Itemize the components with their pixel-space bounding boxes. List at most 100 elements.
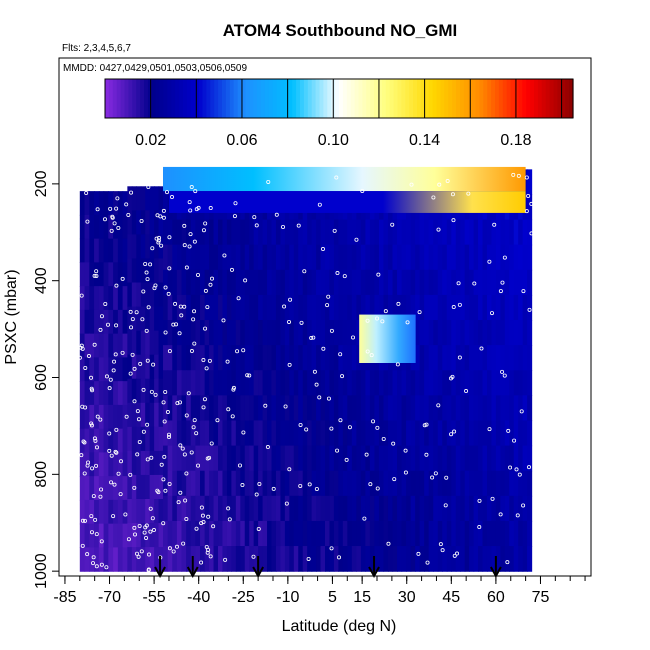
heatmap-cell	[136, 210, 142, 235]
observation-point	[137, 523, 142, 528]
heatmap-cell	[369, 445, 376, 472]
heatmap-cell	[149, 450, 155, 476]
heatmap-cell	[460, 244, 466, 271]
heatmap-cell	[397, 520, 403, 547]
observation-point	[314, 487, 319, 492]
heatmap-cell	[275, 219, 282, 246]
observation-point	[241, 348, 246, 353]
heatmap-cell	[280, 219, 286, 246]
heatmap-cell	[446, 244, 452, 271]
heatmap-cell	[495, 269, 501, 296]
heatmap-cell	[200, 320, 206, 346]
heatmap-cell	[89, 238, 95, 263]
heatmap-cell	[84, 404, 90, 430]
heatmap-cell	[127, 523, 133, 548]
colorbar-swatch	[319, 79, 324, 118]
colorbar	[104, 78, 574, 119]
heatmap-cell	[451, 320, 457, 346]
heatmap-cell	[284, 546, 290, 572]
heatmap-cell	[509, 546, 515, 572]
heatmap-cell	[401, 420, 407, 447]
heatmap-cell	[154, 450, 160, 476]
colorbar-swatch	[342, 79, 348, 118]
heatmap-cell	[316, 470, 322, 497]
heatmap-cell	[486, 244, 493, 271]
heatmap-cell	[127, 210, 133, 235]
observation-point	[245, 373, 250, 378]
observation-point	[243, 278, 248, 283]
heatmap-cell	[329, 445, 335, 472]
heatmap-cell	[464, 495, 470, 522]
heatmap-cell	[218, 345, 224, 371]
heatmap-cell	[302, 420, 308, 447]
observation-point	[403, 448, 408, 453]
colorbar-swatch	[545, 79, 551, 118]
observation-point	[230, 414, 235, 419]
observation-point	[306, 556, 311, 561]
heatmap-cell	[195, 269, 201, 296]
heatmap-cell	[383, 395, 389, 422]
heatmap-cell	[204, 294, 210, 321]
heatmap-cell	[154, 426, 160, 452]
colorbar-swatch	[280, 79, 285, 118]
heatmap-cell	[486, 345, 493, 371]
heatmap-cell	[342, 294, 348, 321]
heatmap-cell	[365, 370, 371, 396]
heatmap-cell	[127, 450, 133, 476]
heatmap-cell	[235, 420, 241, 447]
heatmap-cell	[401, 445, 407, 472]
observation-point	[195, 273, 200, 278]
heatmap-cell	[258, 546, 264, 572]
observation-point	[430, 475, 435, 480]
heatmap-cell	[240, 420, 246, 447]
colorbar-swatch	[362, 79, 367, 118]
heatmap-cell	[200, 445, 206, 472]
observation-point	[236, 296, 241, 301]
heatmap-cell	[176, 470, 183, 497]
heatmap-cell	[271, 294, 277, 321]
heatmap-cell	[495, 219, 501, 246]
observation-point	[456, 281, 461, 286]
heatmap-cell	[127, 354, 133, 380]
heatmap-cell	[172, 546, 178, 572]
heatmap-cell	[213, 495, 219, 522]
heatmap-cell	[167, 470, 173, 497]
heatmap-cell	[500, 345, 506, 371]
heatmap-cell	[369, 520, 376, 547]
heatmap-cell	[446, 320, 452, 346]
colorbar-swatch	[237, 79, 243, 118]
heatmap-cell	[117, 262, 124, 287]
heatmap-cell	[356, 420, 362, 447]
heatmap-cell	[333, 546, 339, 572]
heatmap-cell	[486, 546, 493, 572]
heatmap-cell	[218, 244, 224, 271]
heatmap-cell	[209, 219, 215, 246]
heatmap-cell	[284, 445, 290, 472]
heatmap-cell	[513, 470, 519, 497]
heatmap-cell	[378, 445, 385, 472]
observation-point	[183, 498, 188, 503]
observation-point	[114, 206, 119, 211]
heatmap-cell	[200, 294, 206, 321]
heatmap-cell	[195, 520, 201, 547]
heatmap-cell	[455, 294, 461, 321]
observation-point	[440, 548, 445, 553]
heatmap-cell	[401, 219, 407, 246]
heatmap-cell	[356, 345, 362, 371]
heatmap-cell	[401, 294, 407, 321]
colorbar-swatch	[132, 79, 137, 118]
heatmap-cell	[500, 546, 506, 572]
heatmap-cell	[298, 470, 304, 497]
observation-point	[344, 457, 349, 462]
observation-point	[120, 350, 125, 355]
observation-point	[320, 247, 325, 252]
heatmap-cell	[401, 520, 407, 547]
heatmap-cell	[464, 345, 470, 371]
heatmap-cell	[113, 452, 119, 477]
colorbar-swatch	[397, 79, 402, 118]
heatmap-cell	[504, 470, 510, 497]
colorbar-swatch	[354, 79, 360, 118]
observation-point	[171, 549, 176, 554]
heatmap-cell	[181, 395, 187, 422]
heatmap-cell	[103, 428, 109, 454]
